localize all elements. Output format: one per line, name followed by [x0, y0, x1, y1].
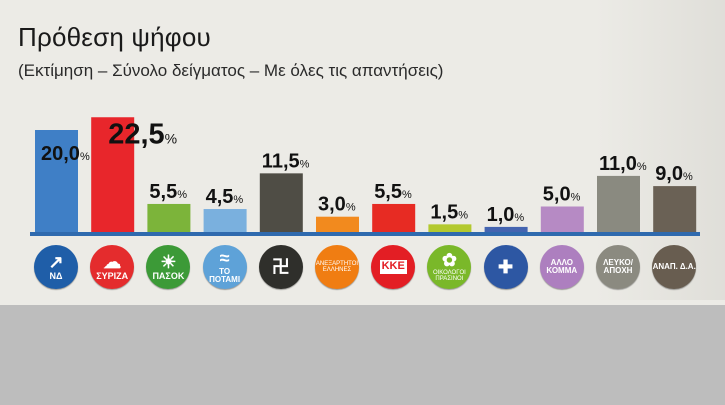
nd-symbol-icon: ↗ — [48, 251, 64, 272]
blank-abstain-logo-text: ΛΕΥΚΟ/ ΑΠΟΧΗ — [603, 257, 633, 275]
value-label-greens: 1,5% — [430, 201, 468, 223]
potami-logo-text: ΤΟ ΠΟΤΑΜΙ — [209, 267, 241, 285]
bar-undecided — [653, 186, 697, 232]
value-label-undecided: 9,0% — [655, 163, 693, 185]
bar-anel — [316, 216, 359, 232]
anel-logo-text: ΑΝΕΞΑΡΤΗΤΟΙ ΕΛΛΗΝΕΣ — [315, 260, 359, 273]
laos-symbol-icon: ✚ — [498, 256, 514, 277]
bar-golden-dawn — [259, 173, 303, 232]
syriza-logo-text: ΣΥΡΙΖΑ — [96, 270, 129, 281]
kke-logo-text: ΚΚΕ — [379, 260, 407, 274]
value-label-laos: 1,0% — [487, 204, 525, 226]
greens-symbol-icon: ✿ — [441, 250, 457, 271]
x-axis-line — [30, 232, 700, 236]
bar-greens — [428, 224, 472, 232]
value-label-nd: 20,0% — [41, 143, 90, 165]
undecided-logo: ΑΝΑΠ. Δ.Α. — [652, 245, 697, 289]
pasok-logo-text: ΠΑΣΟΚ — [152, 270, 185, 281]
bar-potami — [203, 209, 247, 232]
other-party-logo-text: ΑΛΛΟ ΚΟΜΜΑ — [546, 257, 578, 275]
nd-logo: ↗ ΝΔ — [34, 245, 78, 289]
value-label-anel: 3,0% — [318, 194, 356, 216]
value-label-potami: 4,5% — [206, 186, 244, 208]
laos-logo: ✚ — [483, 245, 528, 289]
undecided-logo-text: ΑΝΑΠ. Δ.Α. — [652, 261, 696, 271]
pasok-logo: ☀ ΠΑΣΟΚ — [146, 245, 191, 289]
bar-laos — [484, 226, 528, 232]
value-label-other-party: 5,0% — [543, 184, 581, 206]
pasok-symbol-icon: ☀ — [160, 251, 177, 272]
golden-dawn-symbol-icon: 卍 — [271, 256, 290, 277]
potami-logo: ≈ ΤΟ ΠΟΤΑΜΙ — [202, 245, 247, 289]
bar-pasok — [147, 203, 191, 232]
greens-logo-text: ΟΙΚΟΛΟΓΟΙ ΠΡΑΣΙΝΟΙ — [432, 270, 466, 283]
kke-logo: ΚΚΕ — [371, 245, 416, 289]
vote-intention-bar-chart: 20,0% 22,5% 5,5% 4,5% 11,5% 3,0% 5,5% 1,5% 1,0% 5… — [30, 117, 700, 236]
golden-dawn-logo: 卍 — [258, 245, 303, 289]
potami-symbol-icon: ≈ — [219, 248, 230, 269]
anel-logo: ΑΝΕΞΑΡΤΗΤΟΙ ΕΛΛΗΝΕΣ — [315, 245, 359, 289]
value-label-golden-dawn: 11,5% — [262, 150, 310, 172]
value-label-blank-abstain: 11,0% — [599, 153, 647, 175]
value-label-syriza: 22,5% — [108, 118, 177, 150]
bar-nd — [35, 130, 78, 232]
syriza-logo: ☁ ΣΥΡΙΖΑ — [90, 245, 135, 289]
bar-syriza — [91, 117, 135, 232]
greens-logo: ✿ ΟΙΚΟΛΟΓΟΙ ΠΡΑΣΙΝΟΙ — [427, 245, 472, 289]
other-party-logo: ΑΛΛΟ ΚΟΜΜΑ — [539, 245, 584, 289]
syriza-symbol-icon: ☁ — [103, 251, 122, 272]
chart-subtitle: (Εκτίμηση – Σύνολο δείγματος – Με όλες τ… — [18, 61, 444, 80]
value-label-pasok: 5,5% — [149, 181, 187, 203]
nd-logo-text: ΝΔ — [49, 270, 63, 281]
newspaper-panel: Πρόθεση ψήφου (Εκτίμηση – Σύνολο δείγματ… — [0, 0, 725, 305]
bar-blank-abstain — [597, 175, 640, 232]
bar-other-party — [540, 206, 584, 232]
value-label-kke: 5,5% — [374, 181, 412, 203]
blank-abstain-logo: ΛΕΥΚΟ/ ΑΠΟΧΗ — [596, 245, 640, 289]
bar-kke — [372, 203, 416, 232]
chart-title: Πρόθεση ψήφου — [18, 22, 211, 52]
